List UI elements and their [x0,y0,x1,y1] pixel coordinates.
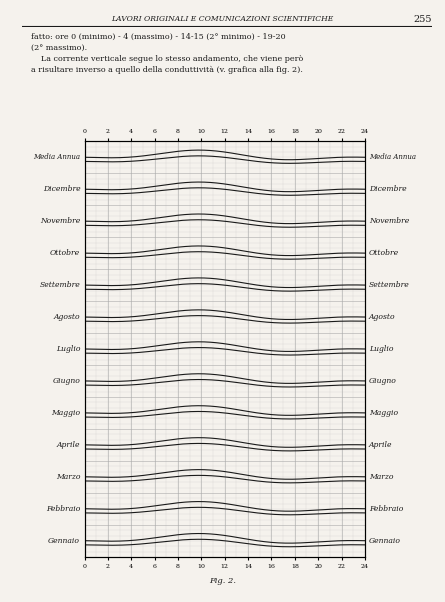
Text: Settembre: Settembre [369,281,410,289]
Text: Giugno: Giugno [369,377,397,385]
Text: Giugno: Giugno [53,377,80,385]
Text: Agosto: Agosto [369,313,396,321]
Text: Media Annua: Media Annua [369,154,416,161]
Text: Febbraio: Febbraio [369,505,403,513]
Text: Aprile: Aprile [57,441,80,449]
Text: Luglio: Luglio [56,345,80,353]
Text: 255: 255 [413,15,432,24]
Text: Marzo: Marzo [56,473,80,481]
Text: Ottobre: Ottobre [369,249,399,257]
Text: Marzo: Marzo [369,473,393,481]
Text: Dicembre: Dicembre [43,185,80,193]
Text: Aprile: Aprile [369,441,392,449]
Text: Fig. 2.: Fig. 2. [209,577,236,585]
Text: Dicembre: Dicembre [369,185,407,193]
Text: Novembre: Novembre [369,217,409,225]
Text: Settembre: Settembre [40,281,80,289]
Text: Maggio: Maggio [369,409,398,417]
Text: fatto: ore 0 (minimo) - 4 (massimo) - 14-15 (2° minimo) - 19-20
(2° massimo).
  : fatto: ore 0 (minimo) - 4 (massimo) - 14… [31,33,303,74]
Text: Agosto: Agosto [54,313,80,321]
Text: Media Annua: Media Annua [33,154,80,161]
Text: Luglio: Luglio [369,345,393,353]
Text: Maggio: Maggio [51,409,80,417]
Text: Febbraio: Febbraio [46,505,80,513]
Text: Ottobre: Ottobre [50,249,80,257]
Text: Gennaio: Gennaio [49,537,80,545]
Text: LAVORI ORIGINALI E COMUNICAZIONI SCIENTIFICHE: LAVORI ORIGINALI E COMUNICAZIONI SCIENTI… [111,15,334,23]
Text: Novembre: Novembre [40,217,80,225]
Text: Gennaio: Gennaio [369,537,401,545]
